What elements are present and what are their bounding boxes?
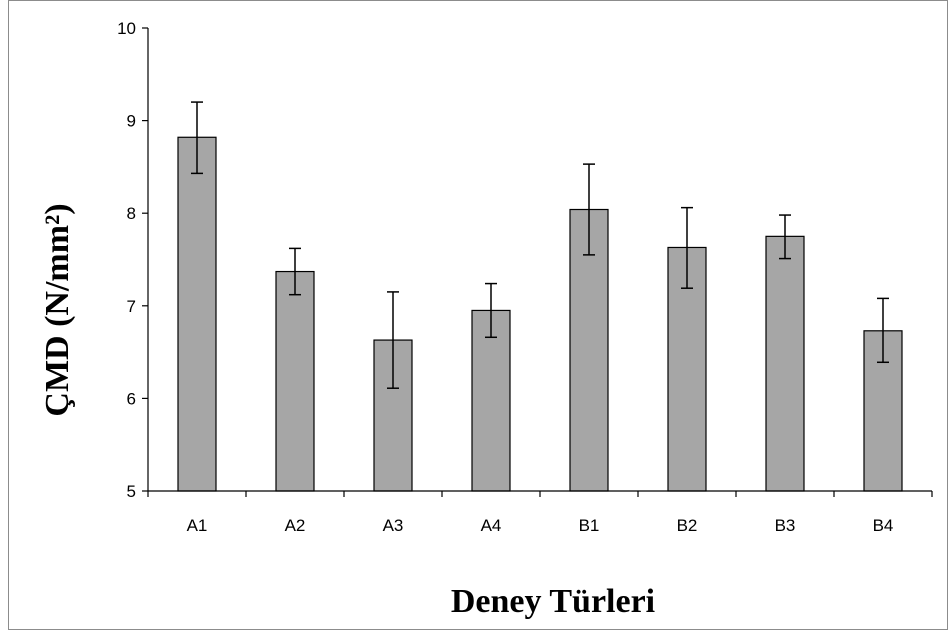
x-tick-label: A4 <box>481 516 502 535</box>
y-tick-label: 10 <box>117 19 136 38</box>
x-tick-label: A2 <box>285 516 306 535</box>
bar-b3 <box>765 235 805 492</box>
x-axis-ticks: A1 A2 A3 A4 B1 B2 B3 B4 <box>147 491 933 535</box>
error-bar-a4 <box>485 282 497 339</box>
error-bar-a3 <box>387 291 399 389</box>
x-tick-label: A3 <box>383 516 404 535</box>
y-tick-label: 6 <box>127 389 136 408</box>
x-tick-label: B3 <box>775 516 796 535</box>
y-tick-label: 9 <box>127 112 136 131</box>
error-bars-group <box>191 101 889 389</box>
error-bar-b3 <box>779 214 791 260</box>
y-axis-title: ÇMD (N/mm²) <box>39 203 76 416</box>
y-tick-label: 7 <box>127 297 136 316</box>
y-tick-label: 5 <box>127 482 136 501</box>
bar-a2 <box>275 270 315 492</box>
x-axis-title: Deney Türleri <box>451 583 655 620</box>
bar-a1 <box>177 136 217 492</box>
error-bar-b1 <box>583 163 595 256</box>
error-bar-b4 <box>877 297 889 364</box>
bar-a4 <box>471 309 511 492</box>
bars-group <box>177 136 903 492</box>
x-tick-label: B4 <box>873 516 894 535</box>
y-tick-label: 8 <box>127 204 136 223</box>
y-axis-ticks: 5 6 7 8 9 10 <box>117 19 148 501</box>
error-bar-a1 <box>191 101 203 175</box>
x-tick-label: A1 <box>187 516 208 535</box>
x-tick-label: B2 <box>677 516 698 535</box>
error-bar-a2 <box>289 247 301 296</box>
error-bar-b2 <box>681 206 693 289</box>
x-tick-label: B1 <box>579 516 600 535</box>
